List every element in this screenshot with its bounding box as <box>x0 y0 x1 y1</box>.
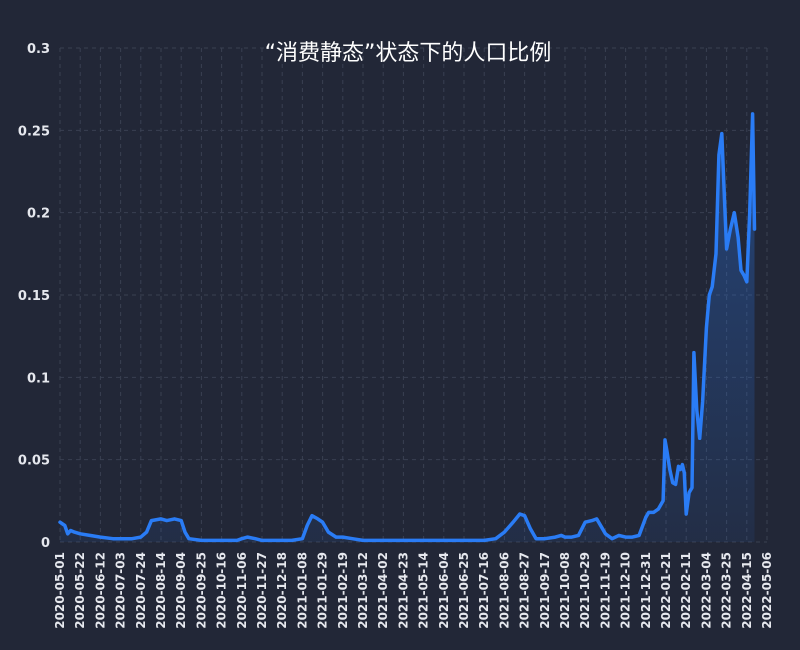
x-tick-label: 2021-10-29 <box>578 552 592 629</box>
x-tick-label: 2021-08-06 <box>497 552 511 629</box>
x-tick-label: 2020-12-18 <box>275 552 289 629</box>
x-tick-label: 2021-04-02 <box>376 552 390 629</box>
x-tick-label: 2021-03-12 <box>356 552 370 629</box>
x-tick-label: 2021-06-25 <box>457 552 471 629</box>
x-tick-label: 2021-12-10 <box>619 552 633 629</box>
x-tick-label: 2022-02-11 <box>679 552 693 629</box>
y-tick-label: 0.3 <box>27 42 50 57</box>
x-tick-label: 2020-09-04 <box>174 552 188 629</box>
x-tick-label: 2020-10-16 <box>215 552 229 629</box>
y-tick-label: 0 <box>41 536 50 551</box>
x-tick-label: 2021-11-19 <box>598 552 612 629</box>
x-tick-label: 2022-01-21 <box>659 552 673 629</box>
x-tick-label: 2021-02-19 <box>336 552 350 629</box>
x-tick-label: 2021-05-14 <box>417 552 431 629</box>
x-tick-label: 2020-06-12 <box>93 552 107 629</box>
x-tick-label: 2021-01-29 <box>316 552 330 629</box>
x-tick-label: 2021-04-23 <box>396 552 410 629</box>
x-tick-label: 2022-03-04 <box>699 552 713 629</box>
y-tick-label: 0.25 <box>18 124 50 139</box>
y-tick-label: 0.2 <box>27 207 50 222</box>
y-axis: 0 0.05 0.1 0.15 0.2 0.25 0.3 <box>18 42 50 551</box>
x-tick-label: 2021-09-17 <box>538 552 552 629</box>
x-tick-label: 2021-07-16 <box>477 552 491 629</box>
x-tick-label: 2021-08-27 <box>518 552 532 629</box>
x-tick-label: 2020-07-24 <box>134 552 148 629</box>
x-tick-label: 2022-05-06 <box>760 552 774 629</box>
x-tick-label: 2021-10-08 <box>558 552 572 629</box>
y-tick-label: 0.1 <box>27 371 50 386</box>
x-axis: 2020-05-01 2020-05-22 2020-06-12 2020-07-03… <box>53 552 774 629</box>
chart-title: “消费静态”状态下的人口比例 <box>265 41 552 66</box>
x-tick-label: 2021-06-04 <box>437 552 451 629</box>
x-tick-label: 2021-12-31 <box>639 552 653 629</box>
x-tick-label: 2020-09-25 <box>194 552 208 629</box>
x-tick-label: 2020-05-01 <box>53 552 67 629</box>
series-area <box>60 113 755 543</box>
x-tick-label: 2022-04-15 <box>740 552 754 629</box>
x-tick-label: 2020-11-06 <box>235 552 249 629</box>
y-tick-label: 0.05 <box>18 454 50 469</box>
series-line <box>58 112 757 543</box>
x-tick-label: 2021-01-08 <box>295 552 309 629</box>
line-layer <box>58 112 757 543</box>
y-tick-label: 0.15 <box>18 289 50 304</box>
area-layer <box>60 113 755 543</box>
x-tick-label: 2020-11-27 <box>255 552 269 629</box>
x-tick-label: 2020-08-14 <box>154 552 168 629</box>
x-tick-label: 2020-05-22 <box>73 552 87 629</box>
x-tick-label: 2022-03-25 <box>720 552 734 629</box>
x-tick-label: 2020-07-03 <box>114 552 128 629</box>
grid <box>59 47 768 543</box>
